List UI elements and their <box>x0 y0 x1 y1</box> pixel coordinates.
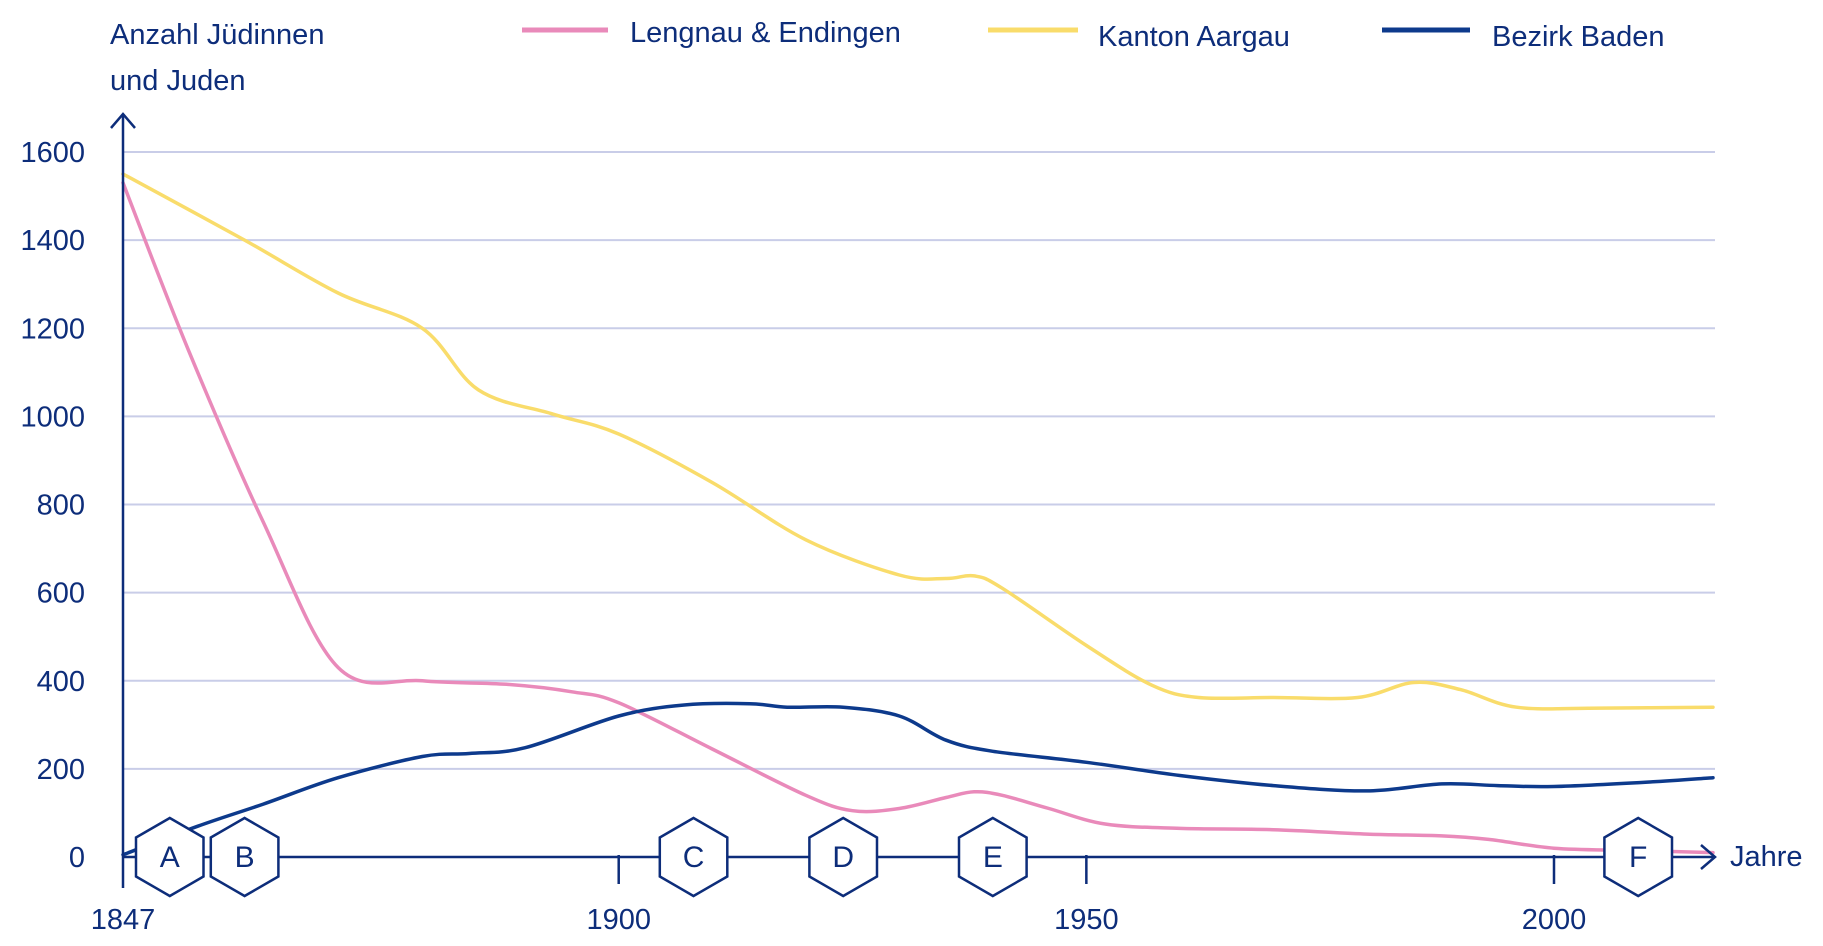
hexagon-icon <box>209 816 280 898</box>
y-tick-labels: 0 200 400 600 800 1000 1200 1400 1600 <box>20 137 85 874</box>
hexagon-icon <box>658 816 729 898</box>
event-marker-f: F <box>1603 816 1674 898</box>
event-marker-b: B <box>209 816 280 898</box>
y-axis-arrow-icon <box>110 112 136 129</box>
event-marker-label: E <box>983 841 1003 874</box>
event-marker-label: F <box>1629 841 1647 874</box>
y-tick-label: 200 <box>37 754 85 786</box>
series-lines <box>121 172 1715 857</box>
event-marker-label: C <box>683 841 705 874</box>
y-tick-label: 1400 <box>20 225 85 257</box>
y-tick-label: 800 <box>37 490 85 522</box>
x-tick-marks <box>617 855 1556 884</box>
y-tick-label: 1000 <box>20 401 85 433</box>
y-tick-label: 0 <box>69 842 85 874</box>
y-axis-label-line1: Anzahl Jüdinnen <box>110 19 324 51</box>
event-marker-label: B <box>235 841 255 874</box>
event-marker-a: A <box>134 816 205 898</box>
x-tick-label: 1900 <box>586 904 651 936</box>
legend-label-lengnau-endingen: Lengnau & Endingen <box>630 17 901 49</box>
series-line-lengnau-endingen <box>121 181 1715 855</box>
gridlines <box>123 151 1715 770</box>
legend-label-kanton-aargau: Kanton Aargau <box>1098 21 1290 53</box>
event-marker-d: D <box>808 816 879 898</box>
legend: Lengnau & Endingen Kanton Aargau Bezirk … <box>522 17 1665 53</box>
y-tick-label: 1600 <box>20 137 85 169</box>
event-markers: A B C D E F <box>134 816 1674 898</box>
event-marker-label: A <box>160 841 180 874</box>
x-axis-arrow-icon <box>1700 844 1717 870</box>
y-axis-label-line2: und Juden <box>110 65 245 97</box>
hexagon-icon <box>1603 816 1674 898</box>
hexagon-icon <box>957 816 1028 898</box>
y-tick-label: 1200 <box>20 313 85 345</box>
x-tick-label: 2000 <box>1522 904 1587 936</box>
event-marker-label: D <box>832 841 854 874</box>
x-tick-labels: 1847 1900 1950 2000 <box>91 904 1587 936</box>
y-tick-label: 600 <box>37 578 85 610</box>
event-marker-e: E <box>957 816 1028 898</box>
hexagon-icon <box>134 816 205 898</box>
x-tick-label: 1950 <box>1054 904 1119 936</box>
series-line-bezirk-baden <box>121 701 1715 857</box>
series-line-kanton-aargau <box>121 172 1715 711</box>
axes <box>110 112 1717 888</box>
hexagon-icon <box>808 816 879 898</box>
legend-label-bezirk-baden: Bezirk Baden <box>1492 21 1665 53</box>
event-marker-c: C <box>658 816 729 898</box>
x-axis-label: Jahre <box>1730 841 1803 873</box>
y-tick-label: 400 <box>37 666 85 698</box>
x-tick-label: 1847 <box>91 904 156 936</box>
